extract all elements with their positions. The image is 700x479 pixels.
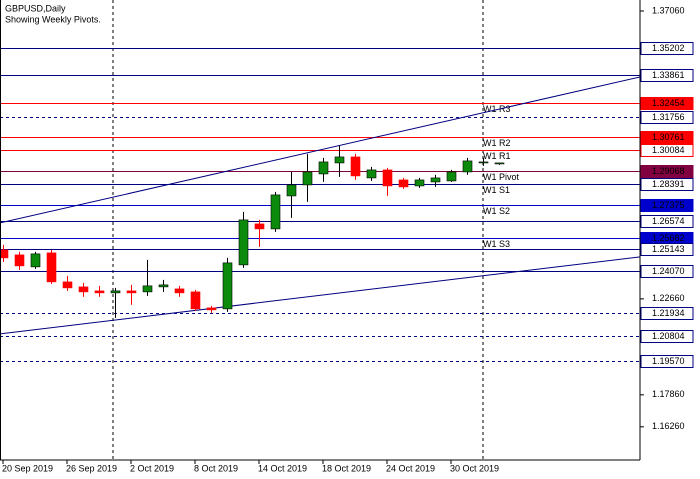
x-tick-label: 14 Oct 2019: [258, 463, 307, 473]
level-label-box: [640, 131, 694, 144]
level-label: 1.25143: [652, 244, 685, 254]
axis-labels: 1.37060 1.22660 1.17860 1.16260 1.35202 1.338…: [2, 5, 694, 473]
level-label: 1.26574: [652, 216, 685, 226]
level-label-box: [640, 199, 694, 212]
level-label-box: [640, 215, 694, 228]
candle-body: [494, 162, 505, 165]
candle-body: [350, 156, 361, 177]
trendline: [0, 256, 641, 335]
level-label: 1.24070: [652, 266, 685, 276]
x-tick-label: 2 Oct 2019: [130, 463, 174, 473]
level-label: 1.29068: [652, 166, 685, 176]
candle-body: [94, 290, 105, 294]
candle-body: [222, 262, 233, 310]
level-label: 1.32454: [652, 98, 685, 108]
y-tick-label: 1.17860: [652, 389, 685, 399]
chart-title: GBPUSD,Daily: [5, 3, 66, 13]
candle-body: [158, 284, 169, 288]
level-label-box: [640, 307, 694, 320]
candle-body: [78, 286, 89, 293]
level-label: 1.27375: [652, 200, 685, 210]
level-label: 1.25682: [652, 233, 685, 243]
candle-body: [0, 249, 9, 259]
pivot-name: W1 R2: [483, 138, 511, 148]
level-label-box: [640, 243, 694, 256]
candle-body: [14, 254, 25, 267]
x-tick-label: 26 Sep 2019: [66, 463, 117, 473]
level-label: 1.30084: [652, 145, 685, 155]
level-label-box: [640, 265, 694, 278]
candle-body: [46, 252, 57, 283]
candle-body: [190, 291, 201, 310]
candle-body: [382, 169, 393, 187]
x-tick-label: 20 Sep 2019: [2, 463, 53, 473]
x-tick-label: 24 Oct 2019: [386, 463, 435, 473]
level-label: 1.31756: [652, 112, 685, 122]
level-label: 1.20804: [652, 331, 685, 341]
level-label: 1.28391: [652, 179, 685, 189]
candle-body: [254, 223, 265, 230]
candle-body: [30, 253, 41, 268]
pivot-name: W1 R1: [483, 151, 511, 161]
pivot-name: W1 S1: [483, 185, 510, 195]
candle-body: [302, 171, 313, 186]
y-tick-label: 1.22660: [652, 293, 685, 303]
candle-body: [238, 219, 249, 266]
pivot-name: W1 R3: [483, 104, 511, 114]
candle-body: [398, 179, 409, 188]
candle-body: [174, 288, 185, 294]
level-label-box: [640, 69, 694, 82]
y-tick-label: 1.37060: [652, 5, 685, 15]
pivot-name: W1 Pivot: [483, 172, 520, 182]
level-label-box: [640, 42, 694, 55]
candle-body: [206, 307, 217, 311]
levels: W1 R3 W1 R2 W1 R1 W1 Pivot W1 S1 W1 S2 W1 S3: [0, 48, 641, 362]
chart-subtitle: Showing Weekly Pivots.: [5, 14, 101, 24]
level-label-box: [640, 178, 694, 191]
candle-body: [142, 285, 153, 293]
pivot-name: W1 S3: [483, 239, 510, 249]
level-label-box: [640, 165, 694, 178]
x-tick-label: 30 Oct 2019: [450, 463, 499, 473]
level-label: 1.33861: [652, 70, 685, 80]
level-label: 1.30761: [652, 132, 685, 142]
candle-body: [446, 171, 457, 182]
candle-body: [462, 160, 473, 173]
candle-body: [478, 161, 489, 164]
y-tick-label: 1.16260: [652, 421, 685, 431]
trendline: [0, 76, 641, 224]
x-tick-label: 18 Oct 2019: [322, 463, 371, 473]
level-label-box: [640, 144, 694, 157]
plot: [0, 145, 505, 318]
level-label: 1.35202: [652, 43, 685, 53]
candle-body: [414, 179, 425, 187]
candle-body: [126, 290, 137, 294]
candle-body: [366, 169, 377, 179]
level-label: 1.19570: [652, 356, 685, 366]
candle-body: [430, 177, 441, 183]
level-label-box: [640, 111, 694, 124]
level-label: 1.21934: [652, 308, 685, 318]
candle-body: [334, 156, 345, 164]
candle-body: [286, 184, 297, 197]
x-tick-label: 8 Oct 2019: [194, 463, 238, 473]
candle-body: [110, 290, 121, 294]
level-label-box: [640, 330, 694, 343]
candle-body: [318, 161, 329, 175]
candle-body: [62, 281, 73, 289]
level-label-box: [640, 355, 694, 368]
candle-body: [270, 194, 281, 230]
pivot-name: W1 S2: [483, 206, 510, 216]
level-label-box: [640, 97, 694, 110]
